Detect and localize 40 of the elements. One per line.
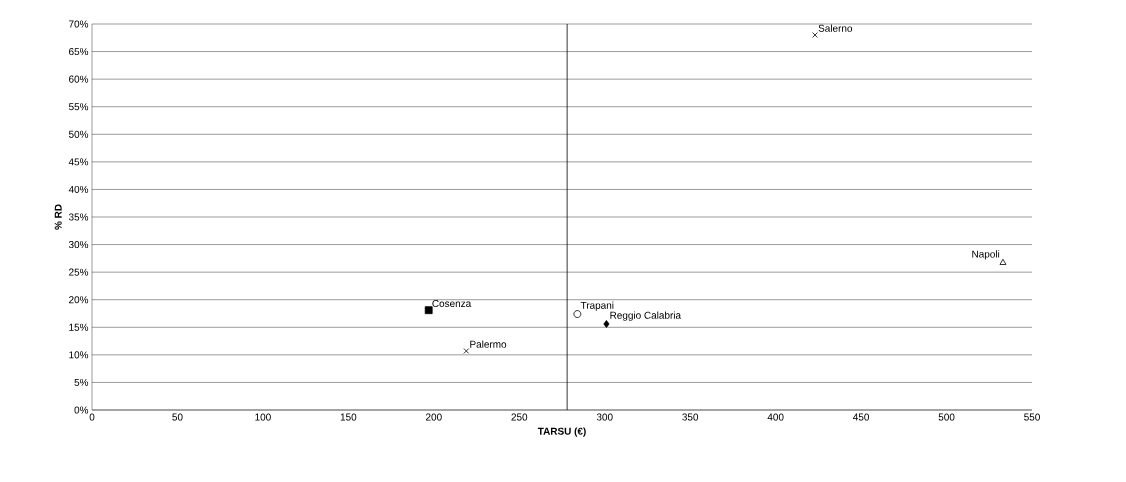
y-tick-label: 20% xyxy=(69,296,89,304)
x-tick-label: 450 xyxy=(853,413,870,421)
series-label: Palermo xyxy=(470,340,507,348)
y-tick-label: 60% xyxy=(69,75,89,83)
x-tick-label: 150 xyxy=(340,413,357,421)
series-label: Trapani xyxy=(580,301,614,311)
point xyxy=(463,348,470,354)
y-tick-label: 0% xyxy=(74,406,89,414)
x-tick-label: 100 xyxy=(255,413,271,421)
series-label: Reggio Calabria xyxy=(610,311,682,321)
series-label: Napoli xyxy=(972,250,1000,260)
x-tick-label: 300 xyxy=(596,413,613,421)
x-tick-label: 250 xyxy=(511,413,528,421)
series-label: Cosenza xyxy=(432,299,472,307)
y-tick-label: 50% xyxy=(68,130,89,138)
y-tick-label: 5% xyxy=(74,378,89,386)
y-tick-label: 30% xyxy=(68,241,89,249)
y-tick-label: 15% xyxy=(69,323,89,331)
y-tick-label: 70% xyxy=(69,20,89,28)
x-tick-label: 550 xyxy=(1024,413,1040,421)
x-tick-label: 0 xyxy=(89,413,95,421)
x-tick-label: 200 xyxy=(426,413,442,421)
point xyxy=(603,320,610,328)
point xyxy=(424,306,433,315)
y-tick-label: 25% xyxy=(69,268,89,276)
y-tick-label: 45% xyxy=(68,158,89,166)
x-tick-label: 350 xyxy=(682,413,699,421)
y-tick-label: 35% xyxy=(68,213,89,221)
point xyxy=(573,310,582,318)
point xyxy=(999,258,1007,265)
x-tick-label: 500 xyxy=(938,413,955,421)
x-tick-label: 50 xyxy=(172,413,183,421)
y-tick-label: 10% xyxy=(69,351,89,359)
x-tick-label: 400 xyxy=(767,413,784,421)
y-tick-label: 65% xyxy=(69,48,89,56)
x-axis-title: TARSU (€) xyxy=(537,427,586,437)
series-label: Salerno xyxy=(818,24,853,32)
y-axis-title: % RD xyxy=(54,204,62,230)
y-tick-label: 40% xyxy=(68,185,89,193)
y-tick-label: 55% xyxy=(68,103,89,111)
